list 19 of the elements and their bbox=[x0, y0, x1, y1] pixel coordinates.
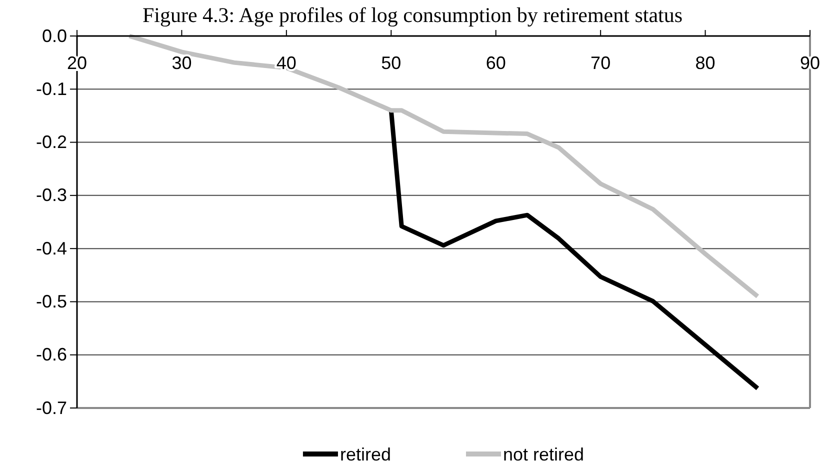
y-tick-label: -0.2 bbox=[36, 132, 67, 152]
y-tick-label: -0.4 bbox=[36, 238, 67, 258]
legend-label: retired bbox=[340, 444, 391, 464]
x-tick-label: 30 bbox=[172, 52, 192, 73]
x-tick-label: 80 bbox=[695, 52, 716, 73]
x-tick-label: 70 bbox=[590, 52, 611, 73]
chart-title: Figure 4.3: Age profiles of log consumption by retirement status bbox=[142, 3, 683, 27]
x-tick-label: 40 bbox=[276, 52, 296, 73]
line-series bbox=[127, 34, 760, 299]
x-tick-label: 50 bbox=[381, 52, 402, 73]
x-tick-label: 60 bbox=[486, 52, 506, 73]
y-tick-label: -0.1 bbox=[36, 78, 67, 99]
legend-label: not retired bbox=[502, 444, 584, 464]
y-tick-label: -0.3 bbox=[36, 185, 67, 206]
y-tick-label: -0.7 bbox=[36, 398, 67, 418]
y-tick-label: 0.0 bbox=[42, 26, 67, 46]
y-tick-label: -0.6 bbox=[36, 344, 67, 365]
x-tick-label: 90 bbox=[800, 52, 820, 73]
y-tick-label: -0.5 bbox=[36, 291, 67, 312]
